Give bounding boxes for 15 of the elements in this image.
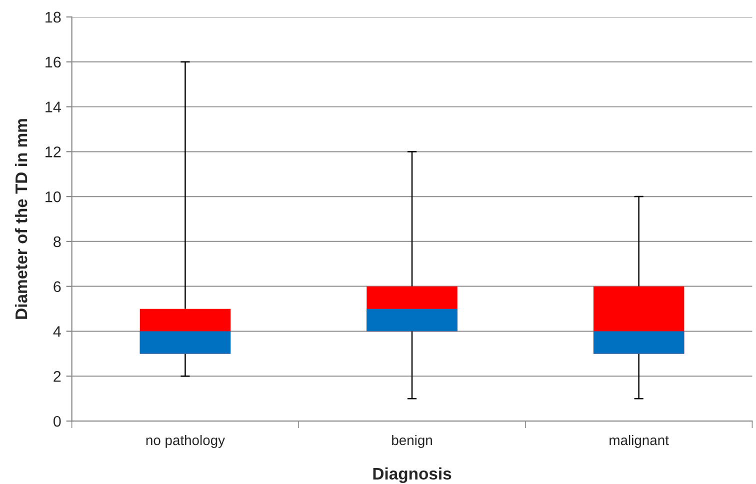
x-tick-label: benign [392, 434, 432, 448]
x-tick-label: malignant [610, 434, 669, 448]
y-tick-label: 16 [46, 56, 61, 68]
y-tick-label: 2 [54, 371, 61, 382]
y-tick-label: 12 [46, 146, 61, 158]
y-tick-label: 18 [46, 12, 61, 23]
y-tick-label: 8 [54, 236, 61, 248]
y-tick-label: 4 [53, 326, 61, 337]
x-axis-title: Diagnosis [373, 467, 452, 483]
x-tick-label: no pathology [146, 434, 225, 448]
y-tick-label: 6 [54, 281, 61, 292]
y-tick-label: 0 [54, 416, 61, 427]
y-axis-title: Diameter of the TD in mm [14, 119, 28, 319]
y-tick-label: 10 [46, 191, 61, 202]
y-tick-label: 14 [46, 102, 61, 112]
